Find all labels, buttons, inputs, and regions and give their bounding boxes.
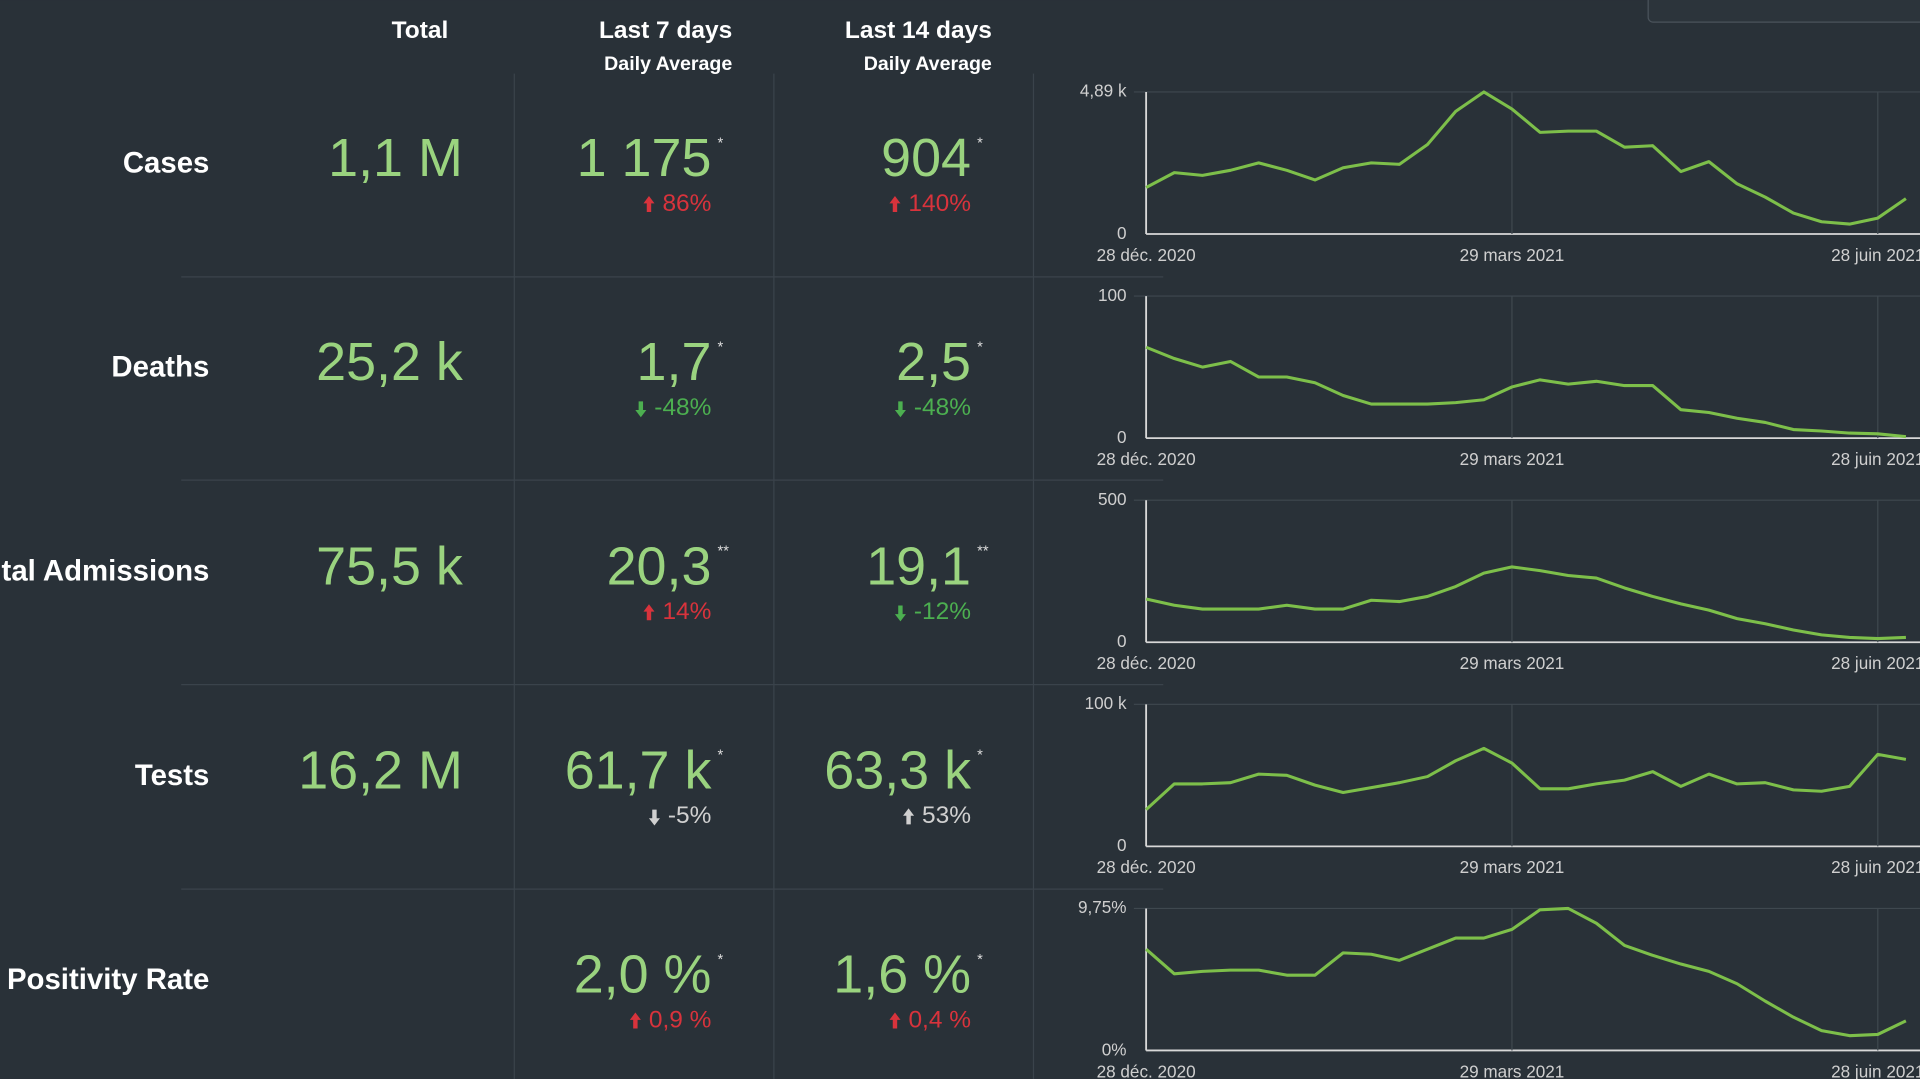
trend-arrow xyxy=(889,196,901,212)
row-label: Hospital Admissions xyxy=(0,555,209,588)
x-tick-label: 28 juin 2021 xyxy=(1831,653,1920,673)
x-tick-label: 28 déc. 2020 xyxy=(1097,857,1196,877)
sparkline xyxy=(1145,746,1907,811)
trend-arrow xyxy=(903,808,915,825)
header-sub: Daily Average xyxy=(604,53,732,75)
trend-arrow xyxy=(894,605,906,622)
x-tick-label: 29 mars 2021 xyxy=(1460,449,1565,469)
x-tick-label: 28 juin 2021 xyxy=(1831,1061,1920,1079)
trend-arrow xyxy=(889,1012,901,1029)
x-tick-label: 28 juin 2021 xyxy=(1831,449,1920,469)
sparkline xyxy=(1145,565,1906,641)
total-value: 16,2 M xyxy=(298,740,463,800)
sparkline xyxy=(1145,90,1907,226)
change-value: 86% xyxy=(662,190,711,217)
table-grid xyxy=(181,73,1164,1079)
sparkline xyxy=(1145,906,1907,1038)
average-value: 20,3 xyxy=(607,536,712,596)
average-value: 19,1 xyxy=(866,536,971,596)
total-value: 25,2 k xyxy=(316,332,464,392)
change-value: 14% xyxy=(662,598,711,625)
y-tick-label: 0 xyxy=(1117,223,1127,243)
row-label: Deaths xyxy=(111,351,209,384)
average-value: 1,6 % xyxy=(833,945,971,1005)
trend-arrow xyxy=(643,604,655,621)
trend-arrow xyxy=(643,196,655,212)
x-tick-label: 28 déc. 2020 xyxy=(1097,653,1196,673)
x-tick-label: 28 déc. 2020 xyxy=(1097,449,1196,469)
top-panel xyxy=(1647,0,1920,23)
footnote-marker: * xyxy=(718,952,724,968)
row-label: Positivity Rate xyxy=(7,963,209,996)
header-sub: Daily Average xyxy=(864,53,992,75)
y-tick-label: 100 k xyxy=(1085,693,1127,713)
trend-arrow xyxy=(629,1012,641,1029)
y-tick-label: 0% xyxy=(1102,1039,1127,1059)
average-value: 1,7 xyxy=(637,332,712,392)
trend-arrow xyxy=(635,401,647,418)
y-tick-label: 4,89 k xyxy=(1080,81,1127,101)
header-last7: Last 7 days xyxy=(599,17,732,44)
footnote-marker: ** xyxy=(718,544,730,560)
average-value: 2,5 xyxy=(896,332,971,392)
x-tick-label: 28 déc. 2020 xyxy=(1097,245,1196,265)
change-value: 0,9 % xyxy=(649,1006,712,1033)
footnote-marker: * xyxy=(977,748,983,764)
x-tick-label: 28 juin 2021 xyxy=(1831,857,1920,877)
average-value: 63,3 k xyxy=(824,740,972,800)
change-value: 140% xyxy=(908,190,971,217)
average-value: 61,7 k xyxy=(565,740,713,800)
y-tick-label: 0 xyxy=(1117,631,1127,651)
footnote-marker: * xyxy=(718,748,724,764)
y-tick-label: 500 xyxy=(1098,489,1127,509)
x-tick-label: 28 déc. 2020 xyxy=(1097,1061,1196,1079)
total-value: 75,5 k xyxy=(316,536,464,596)
x-tick-label: 29 mars 2021 xyxy=(1460,245,1565,265)
trend-arrow xyxy=(894,401,906,418)
average-value: 2,0 % xyxy=(574,945,712,1005)
row-label: Cases xyxy=(123,146,210,179)
change-value: -5% xyxy=(668,802,712,829)
y-tick-label: 9,75% xyxy=(1078,897,1127,917)
trend-arrow xyxy=(648,809,660,826)
change-value: -48% xyxy=(914,394,971,421)
row-label: Tests xyxy=(135,759,210,792)
x-tick-label: 28 juin 2021 xyxy=(1831,245,1920,265)
x-tick-label: 29 mars 2021 xyxy=(1460,857,1565,877)
footnote-marker: * xyxy=(977,135,983,151)
header-total: Total xyxy=(392,17,449,44)
footnote-marker: * xyxy=(977,340,983,356)
header-last14: Last 14 days xyxy=(845,17,992,44)
change-value: -48% xyxy=(654,394,711,421)
average-value: 904 xyxy=(881,128,971,188)
sparkline xyxy=(1145,345,1907,439)
average-value: 1 175 xyxy=(577,128,712,188)
y-tick-label: 0 xyxy=(1117,835,1127,855)
footnote-marker: * xyxy=(718,340,724,356)
change-value: -12% xyxy=(914,598,971,625)
footnote-marker: ** xyxy=(977,544,989,560)
y-tick-label: 100 xyxy=(1098,285,1127,305)
change-value: 53% xyxy=(922,802,971,829)
change-value: 0,4 % xyxy=(908,1006,971,1033)
total-value: 1,1 M xyxy=(328,128,463,188)
y-tick-label: 0 xyxy=(1117,427,1127,447)
x-tick-label: 29 mars 2021 xyxy=(1460,653,1565,673)
x-tick-label: 29 mars 2021 xyxy=(1460,1061,1565,1079)
footnote-marker: * xyxy=(977,952,983,968)
footnote-marker: * xyxy=(718,135,724,151)
